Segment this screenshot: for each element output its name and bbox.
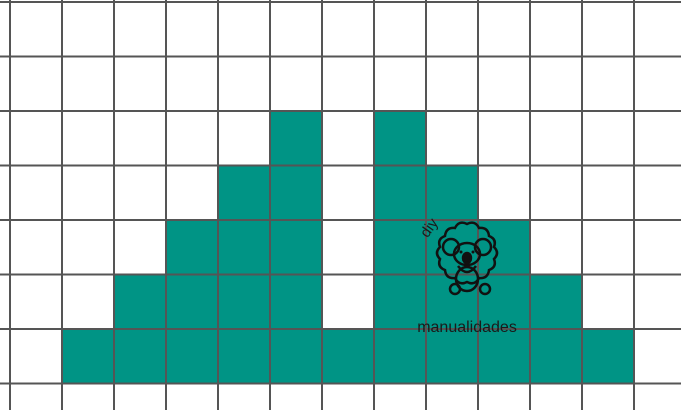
filled-cell <box>114 274 166 329</box>
watermark-bottom-text: manualidades <box>417 319 517 336</box>
filled-cell <box>166 220 218 275</box>
filled-cell <box>218 329 270 384</box>
filled-cell <box>270 220 322 275</box>
filled-cell <box>218 274 270 329</box>
filled-cell <box>374 329 426 384</box>
filled-cell <box>114 329 166 384</box>
filled-cell <box>166 329 218 384</box>
filled-cell <box>322 329 374 384</box>
filled-cell <box>374 165 426 220</box>
filled-cell <box>530 329 582 384</box>
filled-cell <box>166 274 218 329</box>
filled-cell <box>270 111 322 166</box>
filled-cell <box>270 329 322 384</box>
filled-cell <box>374 220 426 275</box>
filled-cell <box>478 329 530 384</box>
koala-logo-icon <box>435 221 499 296</box>
filled-cell <box>270 274 322 329</box>
filled-cell <box>218 165 270 220</box>
filled-cell <box>374 111 426 166</box>
filled-cell <box>62 329 114 384</box>
filled-cell <box>218 220 270 275</box>
filled-cells <box>62 111 634 384</box>
filled-cell <box>270 165 322 220</box>
filled-cell <box>426 165 478 220</box>
filled-cell <box>374 274 426 329</box>
filled-cell <box>426 329 478 384</box>
filled-cell <box>530 274 582 329</box>
filled-cell <box>582 329 634 384</box>
